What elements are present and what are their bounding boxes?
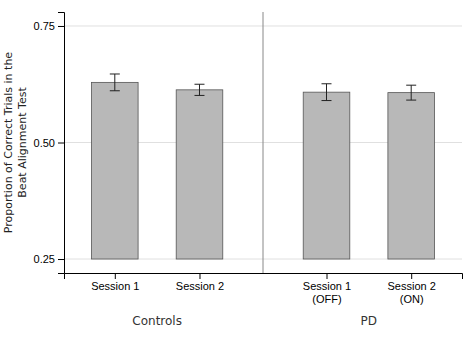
- y-tick-label: 0.50: [34, 137, 55, 149]
- x-tick: Session 1(OFF): [303, 273, 351, 305]
- error-cap: [406, 85, 416, 86]
- y-tick: 0.50: [34, 137, 64, 149]
- group-divider: [263, 12, 264, 273]
- error-cap: [322, 100, 332, 101]
- x-tick-mark: [327, 273, 328, 279]
- bar: [176, 90, 223, 259]
- error-bar: [322, 84, 332, 101]
- error-cap: [110, 73, 120, 74]
- x-tick-label: Session 2: [176, 280, 224, 292]
- bar: [303, 92, 350, 259]
- group-label: PD: [361, 314, 377, 328]
- error-bar: [194, 84, 204, 95]
- error-stem: [326, 84, 327, 101]
- y-tick-mark: [58, 26, 64, 27]
- x-tick-mark: [411, 273, 412, 279]
- y-tick: 0.75: [34, 20, 64, 32]
- chart: 0.25 0.50 0.75 Session 1 Session 2 Session 1(…: [0, 0, 474, 337]
- bar: [388, 93, 435, 259]
- error-stem: [411, 85, 412, 100]
- error-cap: [406, 100, 416, 101]
- y-tick-label: 0.25: [34, 253, 55, 265]
- error-stem: [114, 74, 115, 91]
- x-axis-line: [65, 274, 463, 280]
- x-tick-label: Session 1: [91, 280, 139, 292]
- x-tick-mark: [199, 273, 200, 279]
- x-tick: Session 2(ON): [388, 273, 436, 305]
- group-label: Controls: [132, 314, 182, 328]
- error-stem: [199, 84, 200, 95]
- x-tick: Session 2: [176, 273, 224, 292]
- error-bar: [406, 85, 416, 100]
- x-tick-label: Session 2(ON): [388, 280, 436, 305]
- x-axis: Session 1 Session 2 Session 1(OFF) Session …: [65, 273, 463, 305]
- x-tick-mark: [115, 273, 116, 279]
- error-cap: [194, 95, 204, 96]
- dividers: [263, 12, 264, 273]
- error-cap: [322, 83, 332, 84]
- bar: [92, 82, 139, 259]
- x-tick: Session 1: [91, 273, 139, 292]
- y-axis-title: Proportion of Correct Trials in theBeat …: [2, 52, 29, 234]
- error-cap: [194, 84, 204, 85]
- error-cap: [110, 90, 120, 91]
- y-axis: 0.25 0.50 0.75: [34, 13, 65, 274]
- y-tick-label: 0.75: [34, 20, 55, 32]
- y-tick: 0.25: [34, 253, 64, 265]
- y-tick-mark: [58, 143, 64, 144]
- y-axis-line: [58, 13, 65, 274]
- group-labels: Controls PD: [132, 314, 377, 328]
- plot-area: [92, 74, 435, 259]
- y-tick-mark: [58, 259, 64, 260]
- error-bar: [110, 74, 120, 91]
- x-tick-label: Session 1(OFF): [303, 280, 351, 305]
